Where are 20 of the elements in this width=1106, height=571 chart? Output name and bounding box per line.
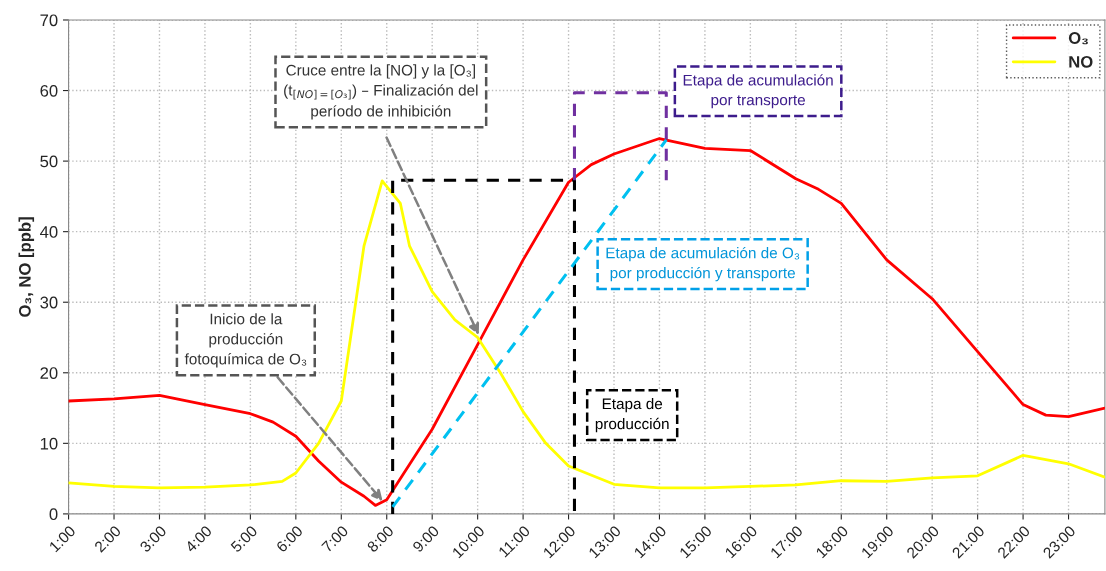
y-tick-label: 10	[40, 437, 58, 450]
y-tick-label: 40	[40, 226, 58, 238]
annotation: Cruce entre la [NO] y la [O₃] (t$_{[NO]=[O₃]}$) – Finalización del período de inhibición	[284, 64, 478, 120]
line-series	[68, 179, 1105, 490]
y-axis-title: O₃, NO [ppb]	[18, 217, 35, 317]
legend-label: O₃	[1068, 32, 1088, 45]
x-tick-label: 4:00	[184, 525, 213, 554]
x-tick-label: 7:00	[321, 525, 349, 553]
y-tick-label: 30	[40, 296, 58, 309]
y-tick-label: 60	[40, 84, 58, 97]
legend-label: NO	[1069, 55, 1093, 68]
line-series	[68, 137, 1105, 507]
annotation: Etapa de acumulación por transporte	[683, 74, 833, 109]
annotation: Inicio de la producción fotoquímica de O₃	[184, 313, 307, 368]
y-tick-label: 20	[40, 367, 58, 379]
y-tick-label: 50	[40, 155, 58, 168]
y-tick-label: 70	[40, 14, 58, 27]
y-tick-label: 0	[49, 508, 58, 521]
annotation: Etapa de producción	[595, 397, 669, 433]
annotation: Etapa de acumulación de O₃ por producción y transporte	[606, 246, 800, 282]
